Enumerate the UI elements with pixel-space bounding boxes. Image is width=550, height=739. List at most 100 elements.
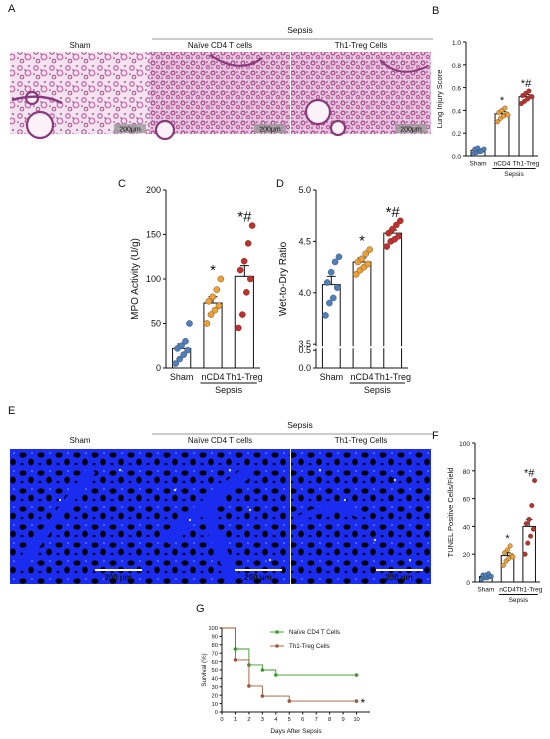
x-tick-label: 7 bbox=[315, 717, 318, 723]
airway-tissue bbox=[161, 465, 254, 583]
panel-f: F 0 20 40 60 80 100 TUNEL Positive Cells/Field S… bbox=[432, 430, 543, 604]
data-point bbox=[362, 250, 370, 258]
scale-bar-label: 200 μm bbox=[104, 573, 132, 582]
panel-b: B 0.0 0.2 0.4 0.6 0.8 1.0 Lung Injury Score Sham… bbox=[432, 5, 540, 178]
y-tick-label: 10 bbox=[212, 702, 218, 708]
micrograph-image bbox=[150, 449, 290, 584]
y-tick-label: 150 bbox=[146, 230, 161, 240]
y-tick-label: 0.5 bbox=[298, 345, 311, 355]
survival-marker bbox=[247, 684, 251, 688]
y-tick-label: 20 bbox=[463, 552, 471, 559]
y-tick-label: 100 bbox=[459, 441, 470, 448]
y-tick-label: 40 bbox=[212, 677, 218, 683]
vessel-structure bbox=[11, 95, 63, 105]
x-category-label: Th1-Treg bbox=[513, 161, 540, 168]
data-point bbox=[323, 279, 331, 286]
survival-curve bbox=[222, 627, 357, 702]
data-point bbox=[510, 554, 516, 560]
tunel-positive-dot bbox=[373, 538, 377, 542]
y-tick-label: 0 bbox=[466, 580, 470, 587]
image-label: Sham bbox=[70, 436, 91, 445]
tunel-positive-dot bbox=[173, 488, 177, 492]
x-tick-label: 6 bbox=[301, 717, 304, 723]
sepsis-label: Sepsis bbox=[364, 385, 392, 395]
x-category-label: Sham bbox=[170, 372, 194, 382]
x-category-label: nCD4 bbox=[201, 372, 224, 382]
data-point bbox=[528, 533, 534, 539]
panel-d: D 0.0 0.53.5 4.0 4.5 5.0 Wet-to-Dry Ratio Sham *… bbox=[276, 178, 411, 395]
data-point bbox=[481, 146, 487, 152]
y-tick-label: 20 bbox=[212, 693, 218, 699]
x-tick-label: 8 bbox=[328, 717, 331, 723]
survival-marker bbox=[354, 673, 359, 677]
survival-marker bbox=[354, 699, 359, 703]
data-point bbox=[184, 346, 191, 354]
tunel-positive-dot bbox=[58, 498, 62, 502]
data-point bbox=[244, 240, 252, 247]
y-axis-label: TUNEL Positive Cells/Field bbox=[446, 468, 455, 558]
scale-bar-label: 200μm bbox=[119, 127, 141, 134]
data-point bbox=[494, 119, 500, 125]
data-point bbox=[236, 266, 244, 274]
data-point bbox=[322, 312, 329, 319]
panel-letter: A bbox=[8, 3, 16, 15]
sepsis-label: Sepsis bbox=[215, 385, 243, 395]
y-tick-label: 60 bbox=[212, 660, 218, 666]
y-axis-label: Survival (%) bbox=[201, 653, 208, 686]
y-tick-label: 80 bbox=[463, 469, 471, 476]
data-point bbox=[205, 297, 213, 305]
significance-mark: *# bbox=[521, 78, 532, 90]
airway-structure bbox=[154, 119, 176, 141]
sepsis-label: Sepsis bbox=[504, 171, 524, 178]
vessel-structure bbox=[209, 54, 263, 67]
significance-mark: * bbox=[500, 95, 505, 107]
data-point bbox=[327, 268, 335, 276]
scale-bar-label: 200 μm bbox=[244, 573, 272, 582]
y-tick-label: 200 bbox=[146, 185, 161, 195]
x-tick-label: 1 bbox=[234, 717, 237, 723]
data-point bbox=[248, 222, 256, 229]
data-point bbox=[209, 293, 217, 301]
panel-letter: B bbox=[432, 5, 439, 17]
data-point bbox=[172, 360, 179, 367]
data-point bbox=[178, 342, 185, 350]
data-point bbox=[389, 225, 396, 233]
image-label: Naïve CD4 T cells bbox=[188, 436, 252, 445]
data-point bbox=[488, 573, 494, 579]
significance-mark: * bbox=[359, 233, 365, 250]
y-tick-label: 4.5 bbox=[298, 236, 311, 246]
data-point bbox=[529, 94, 535, 100]
scale-bar-label: 200 μm bbox=[385, 573, 413, 582]
micrograph-image bbox=[291, 449, 431, 584]
airway-tissue bbox=[296, 505, 362, 524]
panel-letter: G bbox=[196, 603, 205, 615]
scale-bar-box bbox=[114, 124, 146, 133]
y-tick-label: 0.4 bbox=[452, 108, 461, 115]
survival-marker bbox=[274, 673, 278, 677]
x-category-label: nCD4 bbox=[499, 587, 516, 594]
panel-letter: C bbox=[118, 178, 126, 190]
y-tick-label: 0.0 bbox=[452, 154, 461, 161]
y-tick-label: 70 bbox=[212, 651, 218, 657]
image-label: Sham bbox=[70, 41, 91, 50]
y-tick-label: 0 bbox=[215, 710, 218, 716]
y-tick-label: 50 bbox=[151, 319, 161, 329]
data-point bbox=[526, 516, 532, 522]
data-point bbox=[239, 311, 246, 318]
data-point bbox=[502, 105, 508, 111]
data-point bbox=[182, 337, 189, 345]
data-point bbox=[247, 275, 254, 283]
y-tick-label: 3.5 bbox=[298, 339, 311, 349]
y-axis-label: Lung Injury Score bbox=[435, 70, 444, 129]
x-tick-label: 4 bbox=[274, 717, 278, 723]
data-point bbox=[526, 88, 532, 94]
image-label: Th1-Treg Cells bbox=[335, 436, 388, 445]
panel-g: G 0 10 20 30 40 50 60 70 80 90 100 0 1 2 3 4 5 6 7 8 9 10 Survi… bbox=[196, 603, 370, 735]
sepsis-group-header: Sepsis bbox=[287, 420, 313, 430]
bar-lower-segment bbox=[383, 348, 403, 368]
data-point bbox=[203, 320, 211, 327]
data-point bbox=[211, 306, 219, 314]
data-point bbox=[364, 260, 372, 268]
data-point bbox=[529, 503, 535, 509]
airway-structure bbox=[329, 119, 347, 137]
